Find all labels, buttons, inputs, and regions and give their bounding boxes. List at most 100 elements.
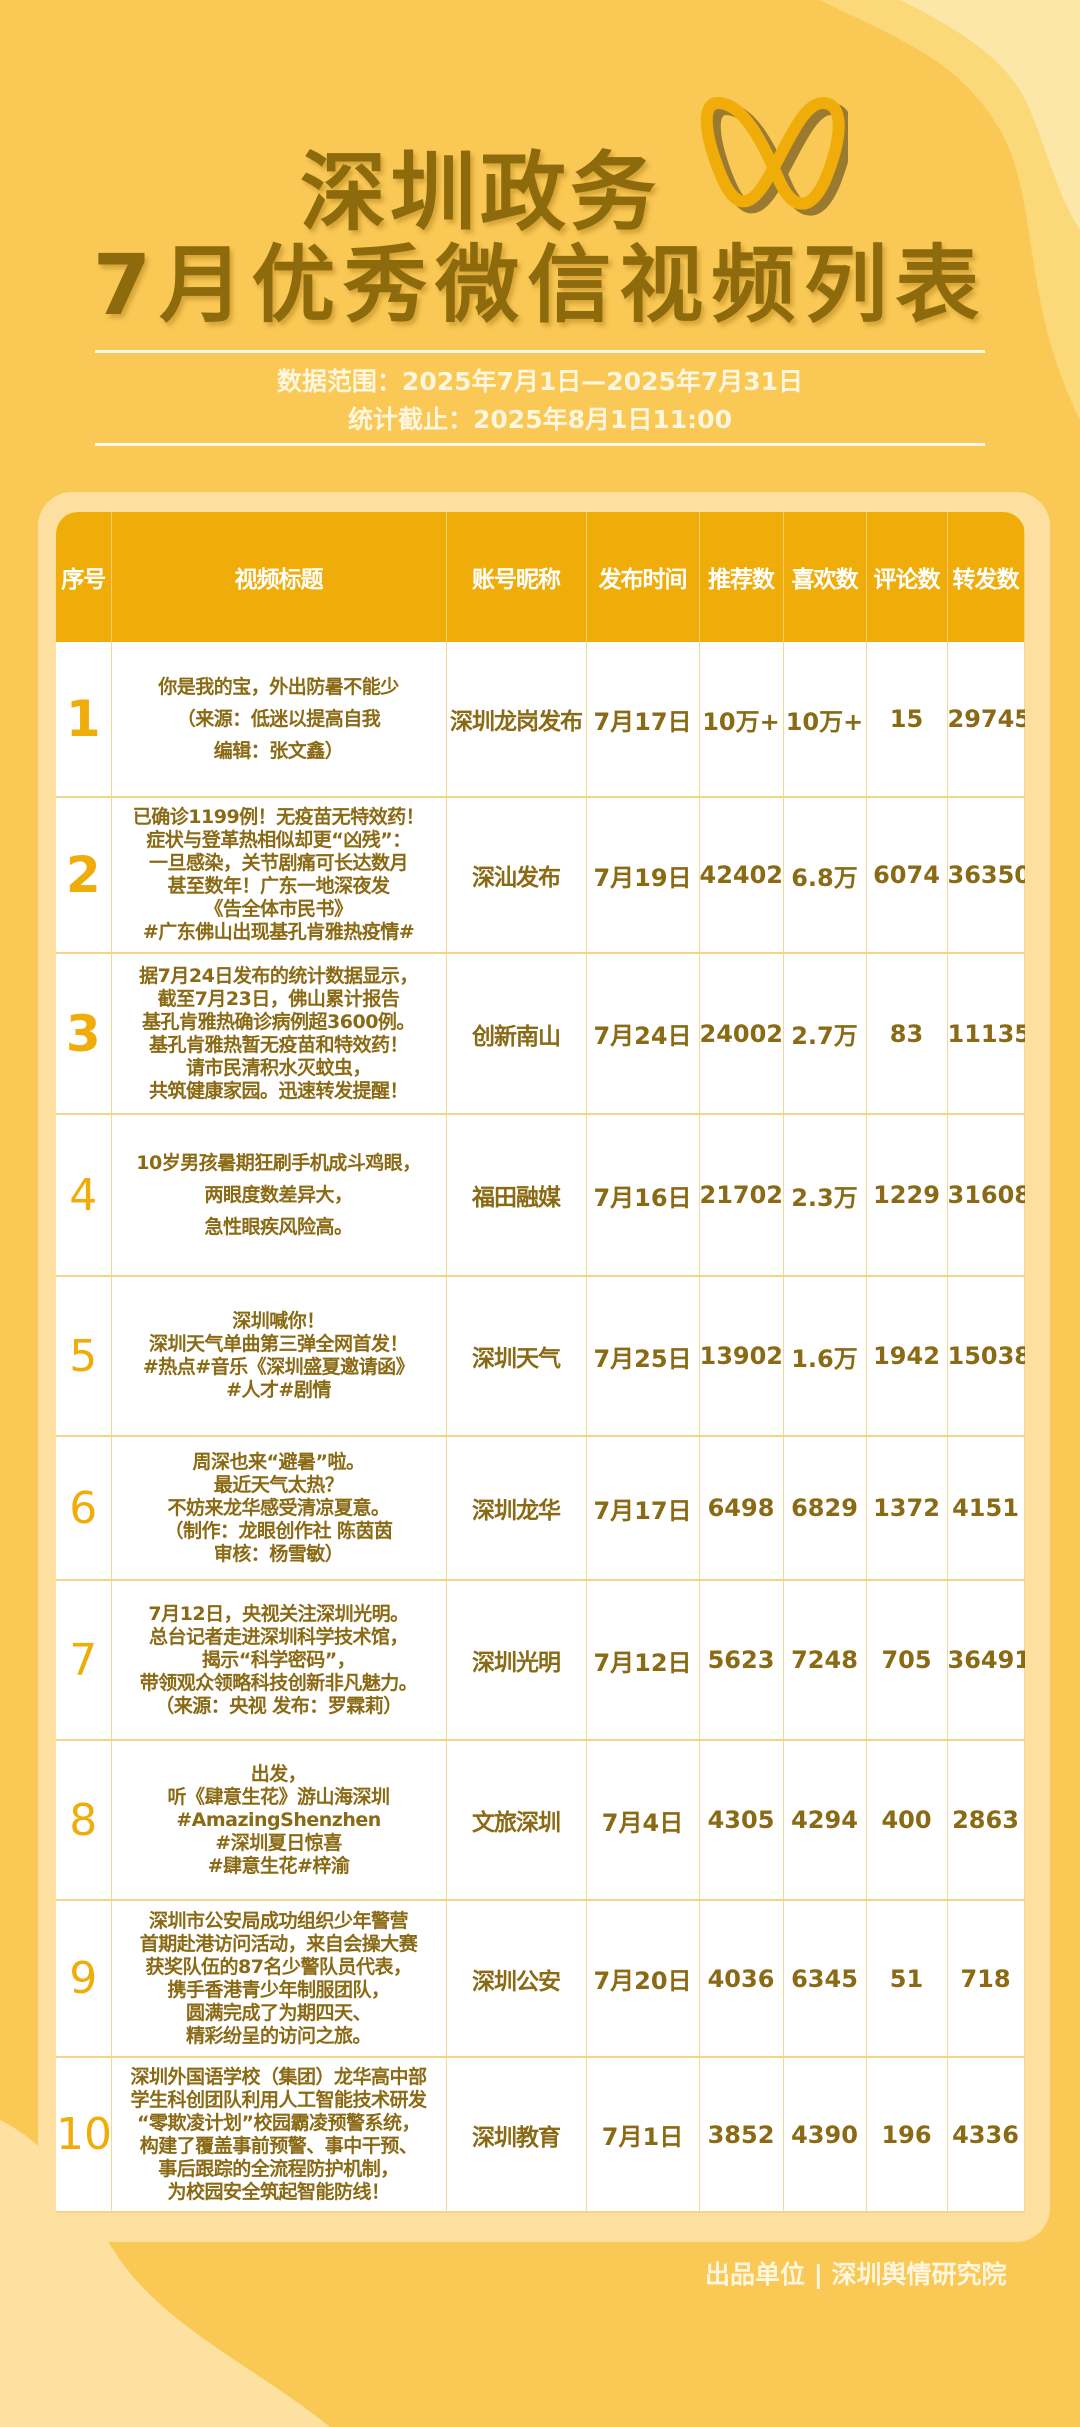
- title-line: 为校园安全筑起智能防线！: [167, 2180, 390, 2203]
- cell-account: 文旅深圳: [446, 1740, 587, 1901]
- video-title: 深圳喊你！ 深圳天气单曲第三弹全网首发！ #热点#音乐《深圳盛夏邀请函》 #人才#剧情: [111, 1276, 447, 1437]
- title-line: 最近天气太热？: [213, 1473, 344, 1496]
- cell-shares: 718: [947, 1900, 1025, 2058]
- title-line: 《告全体市民书》: [204, 898, 353, 920]
- rank: 7: [56, 1580, 112, 1741]
- title-line: 带领观众领略科技创新非凡魅力。: [139, 1671, 418, 1694]
- title-line: #广东佛山出现基孔肯雅热疫情#: [142, 921, 415, 943]
- title-line: #深圳夏日惊喜: [215, 1831, 342, 1854]
- title-line: 一旦感染，关节剧痛可长达数月: [148, 852, 409, 874]
- page-title-line1: 深圳政务: [300, 143, 660, 243]
- cell-likes: 10万+: [783, 642, 867, 798]
- cell-likes: 7248: [783, 1580, 867, 1741]
- cell-likes: 6.8万: [783, 797, 867, 954]
- video-title: 周深也来“避暑”啦。 最近天气太热？ 不妨来龙华感受清凉夏意。 （制作：龙眼创作社 陈…: [111, 1436, 447, 1581]
- cell-account: 深圳龙岗发布: [446, 642, 587, 798]
- video-table: 序号 视频标题 账号昵称 发布时间 推荐数 喜欢数 评论数 转发数 1 你是我的宝，外出防暑不能…: [56, 512, 1025, 2213]
- cell-comments: 1942: [866, 1276, 948, 1437]
- title-line: 深圳外国语学校（集团）龙华高中部: [130, 2065, 427, 2088]
- cell-shares: 4336: [947, 2057, 1025, 2213]
- cell-recommend: 4305: [699, 1740, 784, 1901]
- title-line: 两眼度数差异大，: [204, 1184, 353, 1206]
- column-header: 发布时间: [586, 512, 700, 642]
- rank: 6: [56, 1436, 112, 1581]
- column-header: 转发数: [947, 512, 1025, 642]
- title-line: 深圳喊你！: [232, 1310, 325, 1332]
- cell-likes: 2.7万: [783, 953, 867, 1115]
- column-header: 推荐数: [699, 512, 784, 642]
- title-line: 请市民清积水灭蚊虫，: [185, 1056, 372, 1079]
- cell-recommend: 24002: [699, 953, 784, 1115]
- cell-likes: 4390: [783, 2057, 867, 2213]
- cell-account: 深圳天气: [446, 1276, 587, 1437]
- rank: 5: [56, 1276, 112, 1437]
- footer-credit: 出品单位 | 深圳舆情研究院: [705, 2260, 1007, 2289]
- video-title: 据7月24日发布的统计数据显示， 截至7月23日，佛山累计报告 基孔肯雅热确诊病例超…: [111, 953, 447, 1115]
- rank: 8: [56, 1740, 112, 1901]
- cell-likes: 6345: [783, 1900, 867, 2058]
- title-line: 甚至数年！广东一地深夜发: [167, 875, 390, 897]
- rank: 10: [56, 2057, 112, 2213]
- cell-account: 创新南山: [446, 953, 587, 1115]
- column-header: 评论数: [866, 512, 948, 642]
- cell-shares: 363504: [947, 797, 1025, 954]
- table-row: 4 10岁男孩暑期狂刷手机成斗鸡眼， 两眼度数差异大， 急性眼疾风险高。 福田融媒 7月1…: [56, 1114, 1025, 1277]
- title-line: 深圳市公安局成功组织少年警营: [148, 1909, 409, 1932]
- video-title: 10岁男孩暑期狂刷手机成斗鸡眼， 两眼度数差异大， 急性眼疾风险高。: [111, 1114, 447, 1277]
- cutoff-time: 统计截止：2025年8月1日11:00: [348, 405, 732, 434]
- table-row: 7 7月12日，央视关注深圳光明。 总台记者走进深圳科学技术馆， 揭示“科学密码”，带…: [56, 1580, 1025, 1741]
- title-line: 不妨来龙华感受清凉夏意。: [167, 1496, 390, 1519]
- title-line: 学生科创团队利用人工智能技术研发: [130, 2088, 427, 2111]
- cell-shares: 36491: [947, 1580, 1025, 1741]
- title-line: 7月12日，央视关注深圳光明。: [148, 1602, 409, 1625]
- cell-shares: 297457: [947, 642, 1025, 798]
- cell-date: 7月1日: [586, 2057, 700, 2213]
- video-title: 已确诊1199例！无疫苗无特效药！ 症状与登革热相似却更“凶残”： 一旦感染，关节剧…: [111, 797, 447, 954]
- title-line: “零欺凌计划”校园霸凌预警系统，: [137, 2111, 420, 2134]
- title-line: 你是我的宝，外出防暑不能少: [158, 676, 399, 698]
- rank: 3: [56, 953, 112, 1115]
- table-row: 3 据7月24日发布的统计数据显示， 截至7月23日，佛山累计报告 基孔肯雅热确诊病例…: [56, 953, 1025, 1115]
- cell-likes: 1.6万: [783, 1276, 867, 1437]
- column-header: 喜欢数: [783, 512, 867, 642]
- cell-comments: 705: [866, 1580, 948, 1741]
- title-line: 编辑：张文鑫）: [213, 740, 344, 762]
- cell-comments: 15: [866, 642, 948, 798]
- rank: 9: [56, 1900, 112, 2058]
- table-row: 5 深圳喊你！ 深圳天气单曲第三弹全网首发！ #热点#音乐《深圳盛夏邀请函》 #人才#剧…: [56, 1276, 1025, 1437]
- cell-date: 7月12日: [586, 1580, 700, 1741]
- title-line: 已确诊1199例！无疫苗无特效药！: [132, 806, 425, 828]
- table-row: 1 你是我的宝，外出防暑不能少 （来源：低迷以提高自我 编辑：张文鑫） 深圳龙岗发布 7月…: [56, 642, 1025, 798]
- cell-date: 7月16日: [586, 1114, 700, 1277]
- cell-date: 7月24日: [586, 953, 700, 1115]
- cell-recommend: 6498: [699, 1436, 784, 1581]
- cell-account: 深圳公安: [446, 1900, 587, 2058]
- divider: [95, 443, 985, 446]
- title-line: 圆满完成了为期四天、: [185, 2001, 372, 2024]
- title-line: 周深也来“避暑”啦。: [192, 1450, 365, 1473]
- cell-date: 7月19日: [586, 797, 700, 954]
- title-line: 首期赴港访问活动，来自会操大赛: [139, 1932, 418, 1955]
- table-row: 6 周深也来“避暑”啦。 最近天气太热？ 不妨来龙华感受清凉夏意。 （制作：龙眼创作社 …: [56, 1436, 1025, 1581]
- cell-date: 7月17日: [586, 1436, 700, 1581]
- cell-date: 7月25日: [586, 1276, 700, 1437]
- cell-shares: 4151: [947, 1436, 1025, 1581]
- data-range: 数据范围：2025年7月1日—2025年7月31日: [276, 367, 804, 396]
- cell-recommend: 5623: [699, 1580, 784, 1741]
- cell-shares: 111357: [947, 953, 1025, 1115]
- cell-recommend: 3852: [699, 2057, 784, 2213]
- table-header: 序号 视频标题 账号昵称 发布时间 推荐数 喜欢数 评论数 转发数: [56, 512, 1025, 642]
- cell-recommend: 21702: [699, 1114, 784, 1277]
- cell-likes: 4294: [783, 1740, 867, 1901]
- title-line: 携手香港青少年制服团队，: [167, 1978, 390, 2001]
- title-line: 构建了覆盖事前预警、事中干预、: [139, 2134, 418, 2157]
- cell-recommend: 4036: [699, 1900, 784, 2058]
- cell-account: 深圳龙华: [446, 1436, 587, 1581]
- video-title: 深圳外国语学校（集团）龙华高中部 学生科创团队利用人工智能技术研发 “零欺凌计划”校…: [111, 2057, 447, 2213]
- video-title: 7月12日，央视关注深圳光明。 总台记者走进深圳科学技术馆， 揭示“科学密码”， 带领…: [111, 1580, 447, 1741]
- title-line: 基孔肯雅热暂无疫苗和特效药！: [148, 1033, 409, 1056]
- video-title: 你是我的宝，外出防暑不能少 （来源：低迷以提高自我 编辑：张文鑫）: [111, 642, 447, 798]
- cell-date: 7月20日: [586, 1900, 700, 2058]
- rank: 4: [56, 1114, 112, 1277]
